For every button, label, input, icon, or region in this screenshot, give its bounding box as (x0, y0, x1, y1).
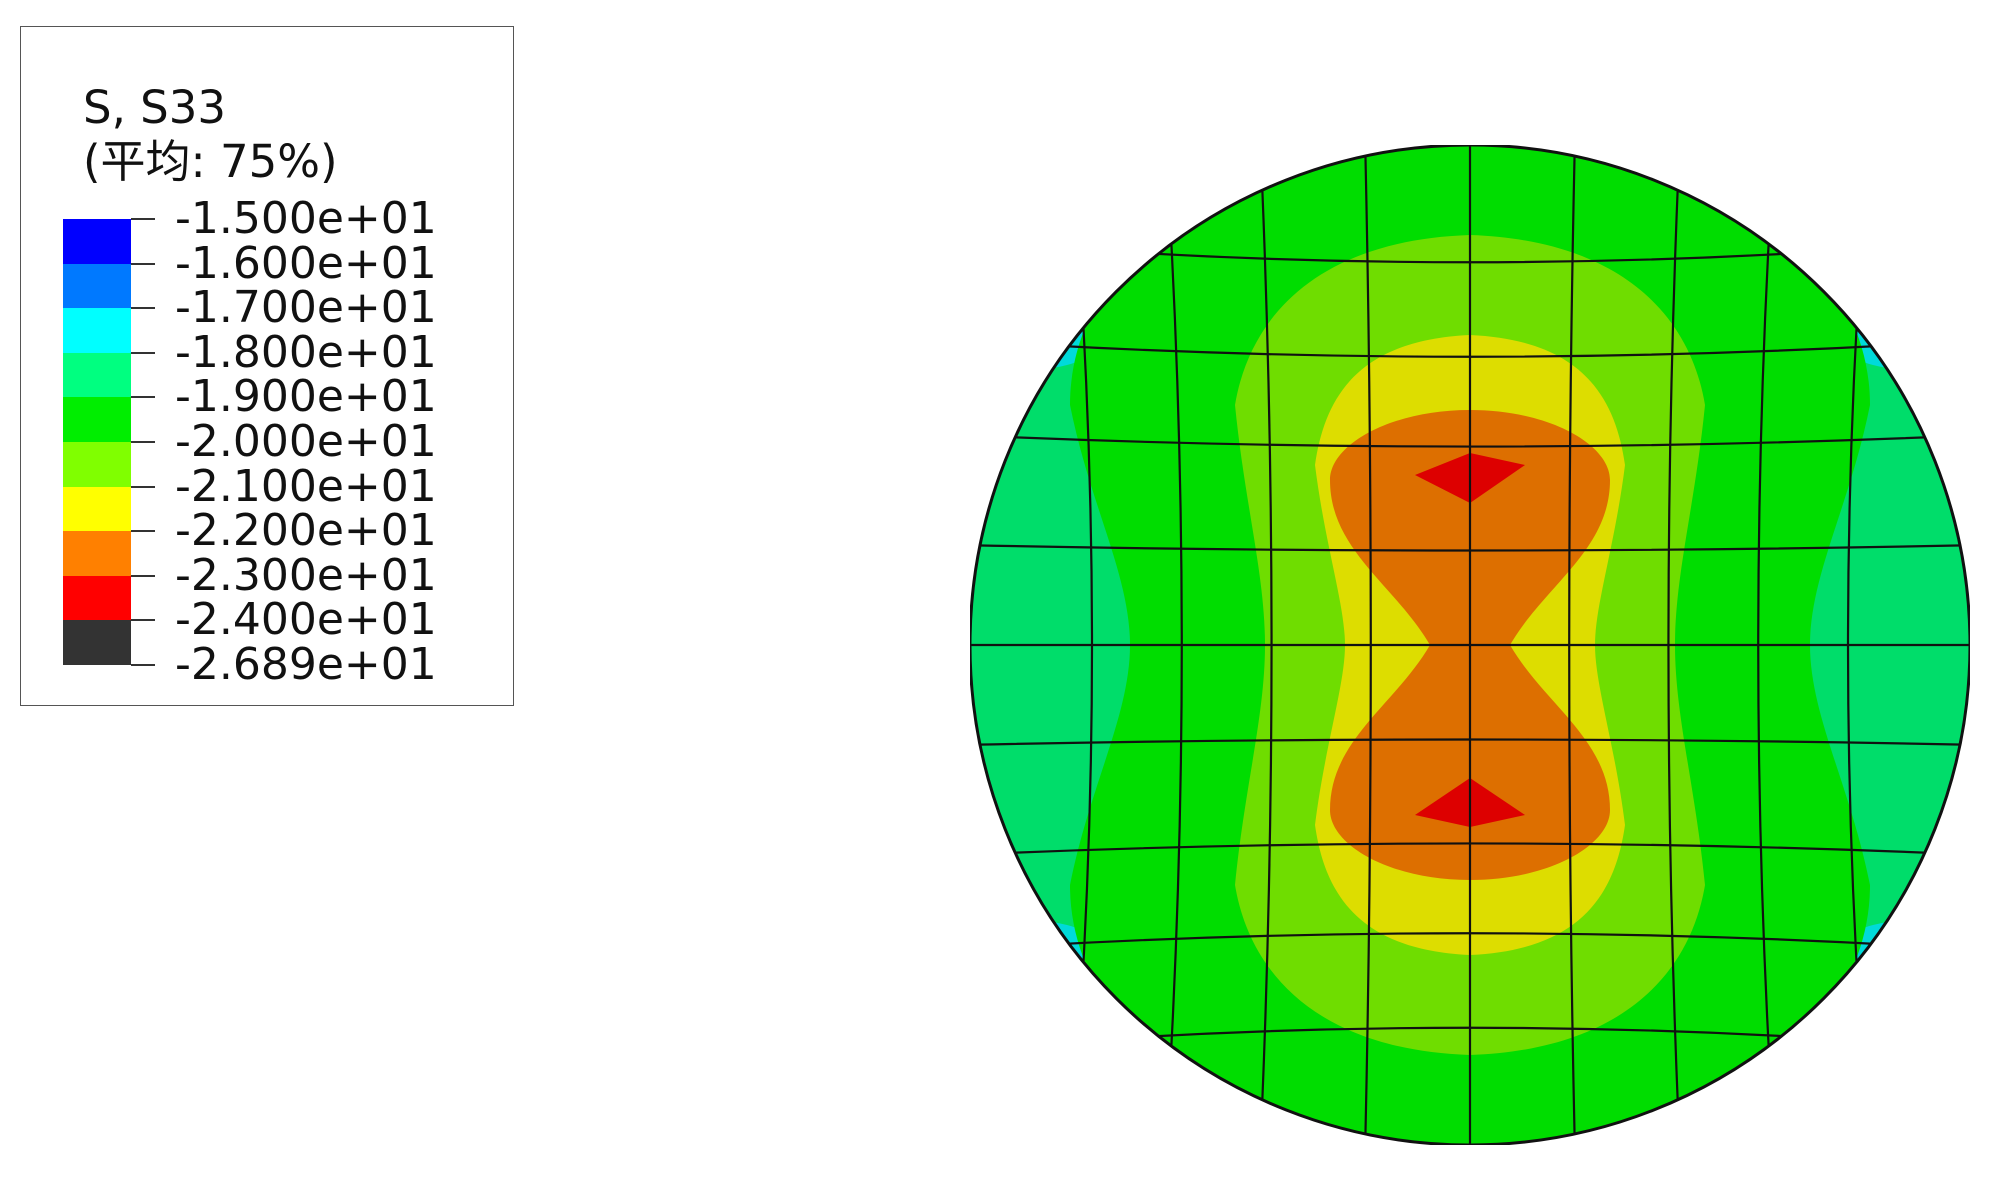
legend-label: -2.689e+01 (175, 639, 437, 690)
legend-label: -2.400e+01 (175, 594, 437, 646)
legend-label: -1.500e+01 (175, 193, 437, 244)
legend-title: S, S33 (83, 81, 226, 134)
legend-label: -1.700e+01 (175, 282, 437, 334)
mesh-line (970, 433, 1970, 448)
legend-label: -2.000e+01 (175, 416, 437, 467)
legend-tick (131, 530, 155, 533)
mesh-line (970, 543, 1970, 552)
legend-label: -1.800e+01 (175, 326, 437, 378)
legend-swatch (63, 531, 131, 577)
legend-swatch (63, 486, 131, 532)
legend-tick (131, 574, 155, 577)
legend-tick (131, 619, 155, 622)
legend-subtitle: (平均: 75%) (83, 135, 338, 188)
legend-swatch (63, 575, 131, 621)
legend-swatch (63, 620, 131, 666)
legend-tick (131, 441, 155, 443)
mesh-line (970, 842, 1970, 857)
mesh-line (970, 932, 1970, 952)
legend-tick (131, 396, 155, 399)
contour-plot (970, 145, 1970, 1145)
legend-swatch (63, 263, 131, 309)
mesh-line (970, 738, 1970, 747)
legend-tick (131, 307, 155, 310)
legend-tick (131, 485, 155, 488)
mesh-line (970, 338, 1970, 358)
legend-swatch (63, 397, 131, 443)
legend-label: -1.600e+01 (175, 237, 437, 289)
legend-tick (131, 218, 155, 220)
legend-label: -1.900e+01 (175, 371, 437, 423)
legend-tick (131, 664, 155, 666)
legend-tick (131, 351, 155, 354)
legend-swatch (63, 352, 131, 398)
legend-tick (131, 262, 155, 265)
legend-panel: S, S33 (平均: 75%) -1.500e+01 -1.600e+01 -1.… (20, 26, 514, 706)
legend-swatch (63, 442, 131, 488)
legend-label: -2.100e+01 (175, 460, 437, 512)
legend-label: -2.300e+01 (175, 549, 437, 601)
legend-swatch (63, 308, 131, 354)
legend-swatch (63, 219, 131, 265)
legend-label: -2.200e+01 (175, 505, 437, 557)
